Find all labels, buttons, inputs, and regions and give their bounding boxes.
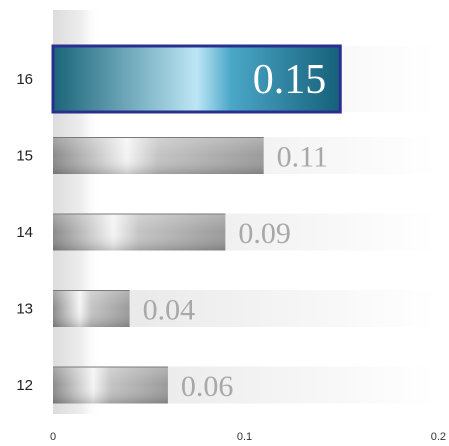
category-label: 13	[16, 301, 33, 318]
bar-shade	[53, 213, 226, 251]
bar-shade	[53, 290, 130, 327]
value-label: 0.06	[181, 370, 234, 403]
x-tick-label: 0.1	[237, 431, 252, 443]
category-label: 16	[16, 71, 33, 88]
category-label: 14	[16, 224, 33, 241]
bar-shade	[53, 137, 264, 174]
value-label: 0.11	[277, 141, 328, 174]
bar-shade	[53, 366, 168, 404]
x-tick-label: 0.2	[431, 431, 446, 443]
bar-highlight	[51, 44, 342, 114]
x-tick-label: 0	[50, 431, 56, 443]
category-label: 15	[16, 148, 33, 165]
category-label: 12	[16, 377, 33, 394]
value-label: 0.04	[143, 294, 196, 327]
value-label: 0.15	[253, 57, 327, 103]
value-label: 0.09	[238, 217, 291, 250]
